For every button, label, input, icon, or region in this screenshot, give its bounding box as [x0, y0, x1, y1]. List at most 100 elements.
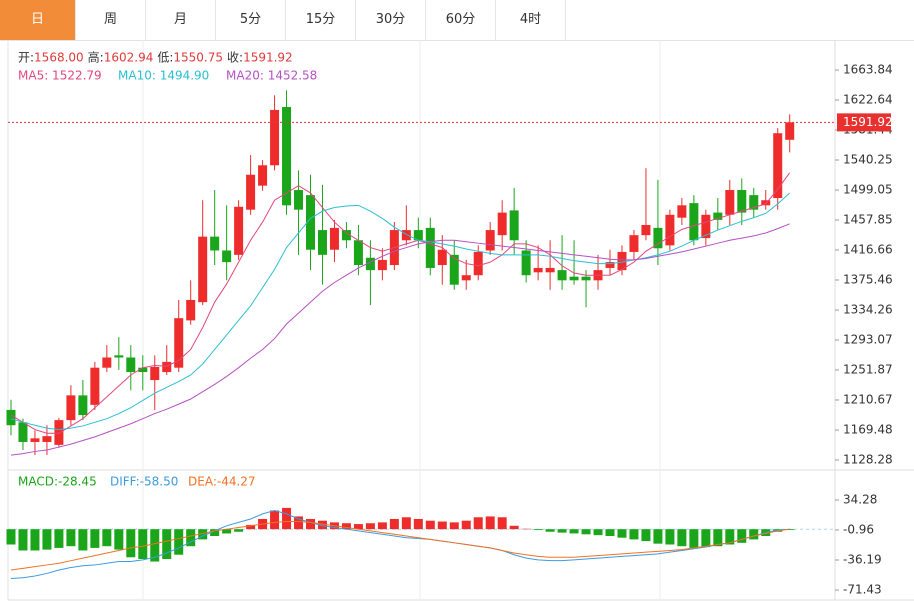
info-value: 1568.00	[34, 51, 84, 65]
macd-bar	[126, 529, 136, 558]
y-tick-label: -71.43	[843, 582, 882, 596]
macd-bar	[150, 529, 160, 562]
candle-body	[605, 262, 615, 268]
macd-bar	[713, 529, 723, 547]
candle-body	[18, 422, 28, 442]
macd-bar	[18, 529, 28, 551]
candle-body	[234, 206, 244, 255]
candle-body	[270, 109, 280, 166]
macd-bar	[737, 529, 747, 543]
candle-body	[341, 230, 351, 241]
macd-bar	[246, 524, 256, 530]
period-tab[interactable]: 60分	[426, 0, 496, 40]
candle-body	[533, 267, 543, 273]
macd-bar	[413, 518, 423, 530]
candle-body	[353, 240, 363, 266]
macd-bar	[509, 525, 519, 530]
macd-bar	[485, 516, 495, 530]
ma-legend: MA5: 1522.79	[18, 69, 102, 83]
candle-body	[389, 230, 399, 266]
macd-bar	[317, 520, 327, 530]
candle-body	[150, 366, 160, 381]
y-tick-label: 1581.44	[843, 123, 893, 137]
candle-body	[713, 212, 723, 220]
period-tab[interactable]: 15分	[286, 0, 356, 40]
macd-line-legend: DEA:-44.27	[188, 475, 256, 489]
macd-bar	[545, 529, 555, 532]
candle-body	[138, 367, 148, 373]
macd-bar	[785, 529, 795, 531]
y-tick-label: 1499.05	[843, 182, 893, 196]
candle-body	[126, 357, 136, 373]
candle-body	[365, 257, 375, 271]
macd-bar	[66, 529, 76, 547]
period-tab[interactable]: 4时	[496, 0, 566, 40]
info-label: 低:	[157, 51, 173, 65]
macd-bar	[210, 529, 220, 536]
info-label: 高:	[88, 50, 104, 65]
candle-body	[210, 236, 220, 251]
macd-line-legend: DIFF:-58.50	[110, 475, 178, 489]
macd-bar	[773, 529, 783, 532]
candle-body	[90, 367, 100, 405]
candle-body	[317, 230, 327, 255]
candle-body	[102, 357, 112, 368]
candle-body	[198, 236, 208, 303]
macd-bar	[449, 522, 459, 530]
candle-body	[593, 270, 603, 281]
y-tick-label: 1457.85	[843, 212, 893, 226]
candle-body	[701, 214, 711, 239]
y-tick-label: 1128.28	[843, 452, 893, 466]
macd-bar	[114, 529, 124, 550]
y-tick-label: 34.28	[843, 493, 877, 507]
candle-body	[557, 270, 567, 281]
macd-bar	[437, 521, 447, 530]
candle-body	[401, 230, 411, 241]
ma-legend: MA20: 1452.58	[226, 69, 317, 83]
macd-bar	[461, 520, 471, 530]
period-tab[interactable]: 30分	[356, 0, 426, 40]
macd-bar	[749, 529, 759, 540]
candle-body	[258, 165, 268, 186]
candle-body	[437, 249, 447, 266]
period-tab[interactable]: 日	[0, 0, 76, 40]
candle-body	[78, 395, 88, 416]
candle-body	[725, 190, 735, 215]
macd-bar	[377, 522, 387, 530]
candle-body	[186, 299, 196, 321]
candle-body	[617, 251, 627, 271]
candle-body	[641, 224, 651, 236]
candle-body	[509, 210, 519, 241]
candle-body	[521, 250, 531, 276]
ma-legend: MA10: 1494.90	[118, 69, 209, 83]
y-tick-label: 1293.07	[843, 332, 893, 346]
macd-bar	[102, 529, 112, 547]
macd-bar	[425, 520, 435, 530]
candle-body	[749, 195, 759, 210]
candle-body	[329, 227, 339, 250]
macd-bar	[581, 529, 591, 535]
macd-bar	[306, 518, 315, 530]
period-tabs: 日周月 5分 15分 30分 60分 4时	[0, 0, 914, 41]
macd-bar	[665, 529, 675, 545]
candle-body	[665, 214, 675, 246]
candle-body	[737, 190, 747, 213]
info-label: 收:	[227, 51, 243, 65]
macd-bar	[78, 529, 88, 551]
macd-legend: MACD:-28.45	[18, 475, 97, 489]
macd-line	[10, 509, 790, 580]
candle-body	[30, 438, 40, 442]
y-tick-label: -36.19	[843, 552, 882, 566]
period-tab[interactable]: 周	[76, 0, 146, 40]
macd-bar	[725, 529, 735, 545]
macd-bar	[593, 529, 603, 536]
candle-body	[761, 200, 771, 206]
period-tab[interactable]: 月	[146, 0, 216, 40]
macd-line	[10, 521, 790, 571]
period-tab[interactable]: 5分	[216, 0, 286, 40]
candle-body	[677, 205, 687, 218]
candle-body	[306, 195, 315, 250]
macd-bar	[641, 529, 651, 542]
info-label: 开:	[18, 51, 34, 65]
